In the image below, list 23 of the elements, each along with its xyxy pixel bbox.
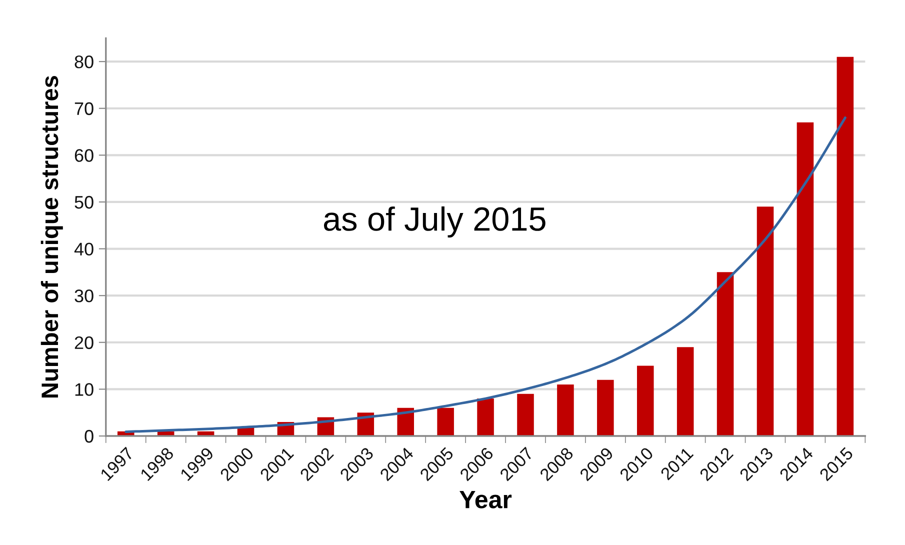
y-tick-label: 30 xyxy=(74,290,94,302)
bar xyxy=(796,122,814,436)
bar xyxy=(636,366,654,436)
y-tick-label: 70 xyxy=(74,102,94,116)
bar xyxy=(437,408,454,436)
y-tick-label: 0 xyxy=(84,430,94,443)
bar xyxy=(477,398,494,436)
bar xyxy=(716,272,734,436)
bar xyxy=(836,56,854,436)
bar xyxy=(676,347,694,436)
y-tick-label: 40 xyxy=(74,242,94,256)
bar xyxy=(756,206,774,436)
y-tick-label: 80 xyxy=(74,55,94,68)
y-tick-label: 20 xyxy=(74,336,94,350)
y-tick-label: 50 xyxy=(74,196,94,209)
annotation: as of July 2015 xyxy=(324,206,546,238)
x-axis-title: Year xyxy=(460,490,512,508)
bar xyxy=(557,384,574,436)
y-tick-label: 60 xyxy=(74,149,94,162)
bar xyxy=(597,380,614,436)
bar xyxy=(517,394,534,436)
y-axis-title: Number of unique structures xyxy=(40,76,63,398)
y-tick-label: 10 xyxy=(75,383,94,396)
